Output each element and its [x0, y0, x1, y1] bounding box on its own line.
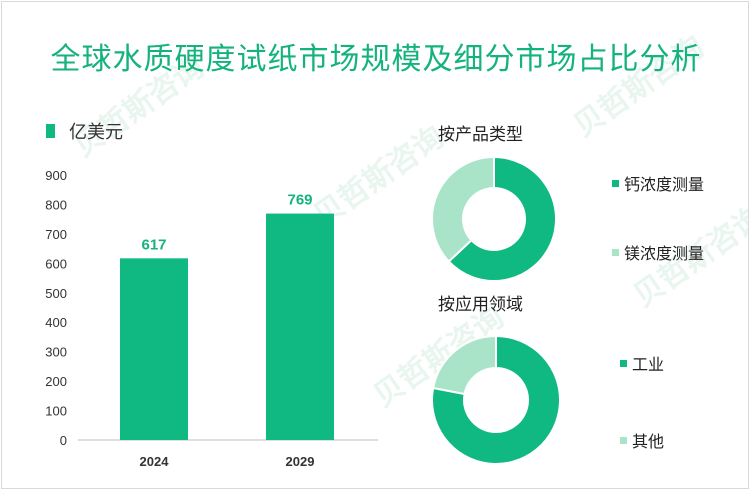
donut-slice	[431, 334, 561, 465]
legend-swatch	[620, 359, 627, 367]
donut1-legend-item: 镁浓度测量	[612, 240, 704, 264]
y-tick-label: 500	[45, 286, 67, 301]
donut1-subtitle: 按产品类型	[438, 125, 523, 145]
y-tick-label: 300	[45, 345, 67, 360]
bar-value-label: 769	[287, 192, 312, 209]
bar	[120, 258, 188, 440]
y-tick-label: 400	[45, 315, 67, 330]
legend-swatch	[620, 436, 627, 444]
donut1-legend-item: 钙浓度测量	[612, 171, 704, 195]
y-tick-label: 0	[60, 433, 67, 448]
bar-value-label: 617	[141, 236, 166, 253]
legend-label: 工业	[632, 355, 665, 374]
bar-legend: 亿美元	[46, 118, 123, 144]
y-tick-label: 200	[45, 374, 67, 389]
legend-label: 亿美元	[69, 122, 123, 143]
y-tick-label: 100	[45, 404, 67, 419]
legend-label: 镁浓度测量	[624, 244, 705, 263]
legend-swatch	[46, 124, 55, 138]
donut2-legend-item: 其他	[620, 428, 664, 452]
x-tick-label: 2024	[140, 454, 170, 469]
legend-swatch	[612, 248, 619, 256]
legend-label: 其他	[632, 432, 665, 451]
y-tick-label: 900	[45, 168, 67, 183]
legend-label: 钙浓度测量	[624, 175, 705, 194]
legend-swatch	[612, 179, 619, 187]
bar	[266, 213, 334, 440]
x-tick-label: 2029	[286, 454, 315, 469]
donut-slice	[431, 334, 497, 396]
donut2-legend-item: 工业	[620, 351, 664, 375]
donut-slice	[447, 155, 557, 282]
chart-title: 全球水质硬度试纸市场规模及细分市场占比分析	[50, 42, 702, 77]
y-tick-label: 700	[45, 227, 67, 242]
y-tick-label: 600	[45, 256, 67, 271]
y-tick-label: 800	[45, 197, 67, 212]
donut2-subtitle: 按应用领域	[438, 295, 523, 315]
donut-slice	[431, 155, 495, 263]
